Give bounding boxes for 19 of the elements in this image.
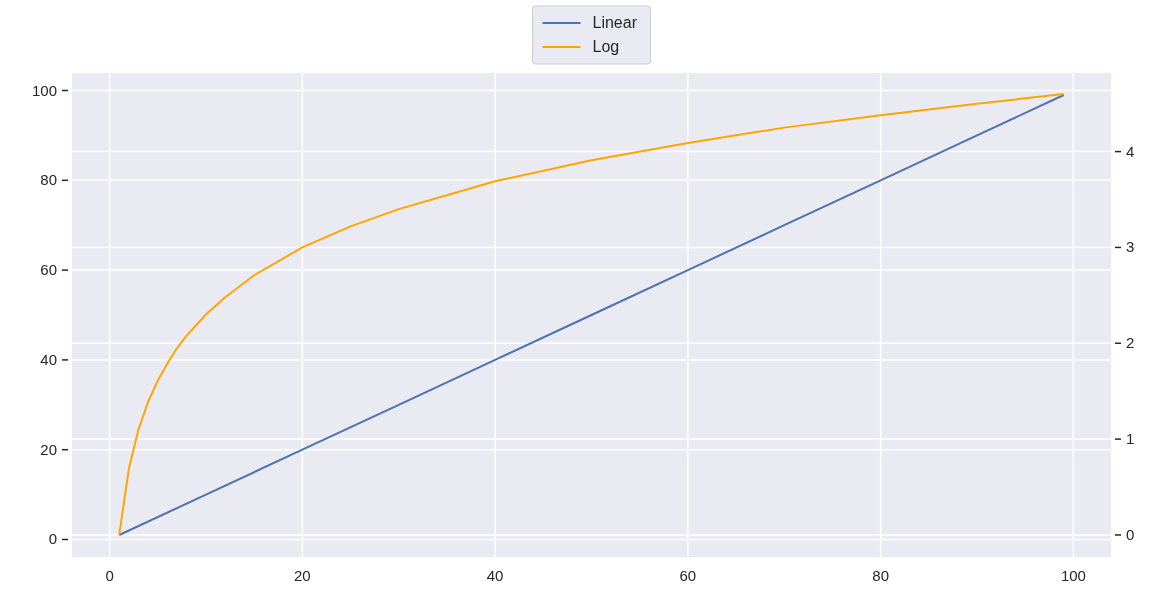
legend-label: Log [592,38,620,55]
y2-tick-label: 3 [1126,238,1135,256]
y-tick-label: 0 [48,530,57,548]
x-tick-label: 0 [105,567,114,584]
x-tick-label: 20 [294,567,311,584]
y-tick-label: 40 [40,350,57,368]
x-tick-label: 80 [872,567,889,584]
y2-tick-label: 2 [1126,334,1135,352]
y2-tick-label: 4 [1126,142,1135,160]
x-tick-label: 40 [486,567,504,584]
legend-label: Linear [592,14,638,31]
x-tick-label: 100 [1060,567,1086,584]
y-tick-label: 20 [40,440,57,458]
y-tick-label: 60 [40,261,57,279]
y2-tick-label: 0 [1126,525,1135,543]
y-tick-label: 80 [40,171,57,189]
y2-tick-label: 1 [1126,430,1135,448]
y-tick-label: 100 [31,81,57,99]
x-tick-label: 60 [679,567,697,584]
